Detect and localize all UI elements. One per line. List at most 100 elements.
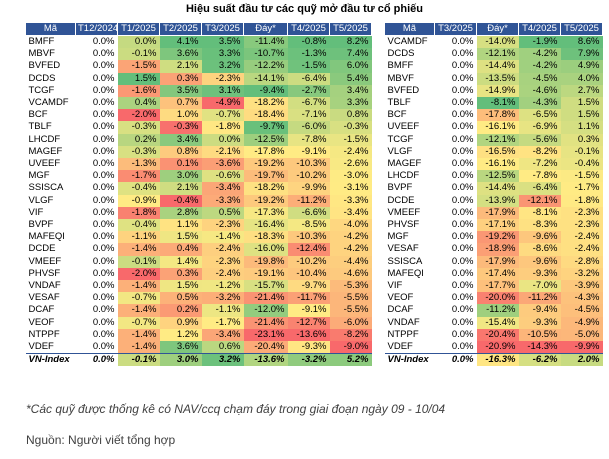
return-cell: 0.0% — [117, 35, 160, 49]
return-cell: 4.0% — [560, 72, 603, 85]
return-cell: -1.3% — [117, 158, 160, 171]
return-cell: -0.3% — [117, 121, 160, 134]
return-cell: 7.4% — [329, 48, 372, 61]
return-cell: 2.1% — [159, 182, 202, 195]
return-cell: -17.9% — [476, 206, 519, 220]
return-cell: -18.2% — [243, 182, 288, 195]
return-cell: -12.1% — [476, 48, 519, 61]
table-row: VMEEF 0.0% -17.9% -8.1% -2.3% — [384, 206, 603, 220]
fund-performance-table-left: Mã T12/2024 T1/2025 T2/2025 T3/2025 Đáy* T4/20… — [25, 22, 372, 367]
fund-code-cell: DCDE — [25, 243, 76, 256]
return-cell: 0.0% — [434, 170, 477, 183]
fund-code-cell: VIF — [384, 280, 435, 293]
return-cell: -4.6% — [518, 84, 561, 98]
return-cell: -10.7% — [243, 48, 288, 61]
table-row: VESAF 0.0% -0.7% 0.5% -3.2% -21.4% -11.7% -5.5% — [25, 292, 372, 305]
return-cell: -2.4% — [560, 231, 603, 244]
return-cell: 0.3% — [560, 133, 603, 146]
return-cell: -11.7% — [287, 292, 330, 305]
return-cell: 0.0% — [434, 219, 477, 232]
column-header: Mã — [25, 22, 76, 36]
return-cell: -2.8% — [560, 255, 603, 268]
return-cell: -4.4% — [329, 255, 372, 268]
table-row: MAGEF 0.0% -0.3% 0.8% -2.1% -17.8% -9.1% -2.4% — [25, 145, 372, 159]
table-row: NTPPF 0.0% -20.4% -10.5% -5.0% — [384, 328, 603, 342]
return-cell: -0.4% — [117, 182, 160, 195]
return-cell: 2.7% — [560, 84, 603, 98]
return-cell: 3.1% — [201, 84, 244, 98]
return-cell: 1.4% — [159, 255, 202, 268]
column-header: Đáy* — [243, 22, 288, 36]
fund-code-cell: DCAF — [384, 304, 435, 317]
return-cell: -17.1% — [476, 219, 519, 232]
table-row: VESAF 0.0% -18.9% -8.6% -2.4% — [384, 243, 603, 256]
return-cell: -1.2% — [201, 280, 244, 293]
return-cell: -6.7% — [287, 97, 330, 110]
return-cell: -5.0% — [560, 328, 603, 342]
fund-code-cell: DCDE — [384, 194, 435, 207]
return-cell: 3.6% — [159, 48, 202, 61]
return-cell: -2.4% — [560, 243, 603, 256]
fund-code-cell: MBVF — [25, 48, 76, 61]
return-cell: 0.0% — [75, 170, 118, 183]
fund-code-cell: DCAF — [25, 304, 76, 317]
table-row: DCAF 0.0% -1.4% 0.2% -1.1% -12.0% -9.1% -5.5% — [25, 304, 372, 317]
return-cell: -16.1% — [476, 158, 519, 171]
return-cell: -11.2% — [476, 304, 519, 317]
fund-code-cell: TCGF — [25, 84, 76, 98]
return-cell: -5.3% — [329, 280, 372, 293]
index-name-cell: VN-Index — [384, 353, 435, 367]
column-header: Đáy* — [476, 22, 519, 36]
return-cell: -5.5% — [329, 304, 372, 317]
return-cell: -1.9% — [518, 35, 561, 49]
return-cell: -8.3% — [518, 219, 561, 232]
return-cell: 0.5% — [201, 206, 244, 220]
return-cell: -12.4% — [287, 243, 330, 256]
fund-code-cell: VCAMDF — [384, 35, 435, 49]
return-cell: -9.4% — [518, 304, 561, 317]
return-cell: -7.1% — [287, 109, 330, 122]
return-cell: 3.5% — [159, 84, 202, 98]
return-cell: 0.0% — [434, 121, 477, 134]
footnote: *Các quỹ được thống kê có NAV/ccq chạm đ… — [26, 402, 446, 416]
return-cell: -16.5% — [476, 145, 519, 159]
return-cell: -19.1% — [243, 267, 288, 281]
return-cell: -21.4% — [243, 292, 288, 305]
return-cell: 0.4% — [159, 243, 202, 256]
table-row: MGF 0.0% -1.7% 3.0% -0.6% -19.7% -10.2% -3.0% — [25, 170, 372, 183]
index-return-cell: 5.2% — [329, 353, 372, 367]
return-cell: -10.2% — [287, 255, 330, 268]
return-cell: -2.3% — [560, 206, 603, 220]
fund-code-cell: TCGF — [384, 133, 435, 146]
fund-code-cell: VIF — [25, 206, 76, 220]
return-cell: -14.1% — [243, 72, 288, 85]
return-cell: -12.5% — [243, 133, 288, 146]
return-cell: -2.0% — [117, 267, 160, 281]
return-cell: 0.0% — [75, 35, 118, 49]
table-row: BMFF 0.0% -14.4% -4.2% 4.9% — [384, 60, 603, 73]
index-return-cell: -6.2% — [518, 353, 561, 367]
column-header: T2/2025 — [159, 22, 202, 36]
table-row: SSISCA 0.0% -0.4% 2.1% -3.4% -18.2% -9.9% -3.1% — [25, 182, 372, 195]
return-cell: 0.0% — [434, 145, 477, 159]
return-cell: -2.4% — [201, 243, 244, 256]
return-cell: -12.5% — [476, 170, 519, 183]
return-cell: 0.0% — [434, 304, 477, 317]
return-cell: 0.0% — [75, 158, 118, 171]
table-row: VIF 0.0% -1.8% 2.8% 0.5% -17.3% -6.6% -3.4% — [25, 206, 372, 220]
table-row: BMFF 0.0% 0.0% 4.1% 3.5% -11.4% -0.8% 8.2% — [25, 35, 372, 49]
column-header: T3/2025 — [434, 22, 477, 36]
table-row: MAFEQI 0.0% -1.1% 1.5% -1.4% -18.3% -10.3% -4.2… — [25, 231, 372, 244]
return-cell: -7.2% — [518, 158, 561, 171]
source-note: Nguồn: Người viết tổng hợp — [26, 433, 176, 447]
return-cell: -12.1% — [518, 194, 561, 207]
table-row: VNDAF 0.0% -1.4% 1.5% -1.2% -15.7% -9.7% -5.3% — [25, 280, 372, 293]
return-cell: 0.7% — [159, 97, 202, 110]
return-cell: -3.4% — [329, 206, 372, 220]
return-cell: -8.5% — [287, 219, 330, 232]
return-cell: -4.5% — [518, 72, 561, 85]
table-row: BCF 0.0% -17.8% -6.5% 1.5% — [384, 109, 603, 122]
return-cell: -1.4% — [117, 304, 160, 317]
return-cell: 0.0% — [434, 292, 477, 305]
index-return-cell: 3.0% — [159, 353, 202, 367]
